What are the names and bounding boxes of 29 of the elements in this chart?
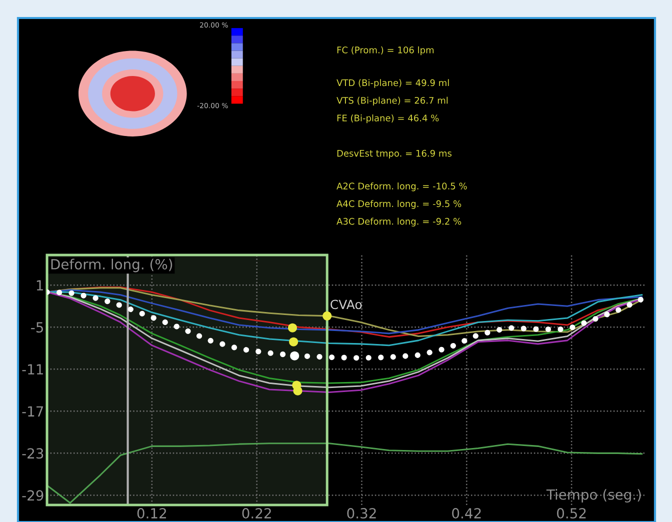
point: [290, 351, 300, 360]
text: DesvEst tmpo. = 16.9 ms: [337, 150, 452, 158]
text: VTD (Bi-plane) = 49.9 ml: [336, 79, 449, 88]
line-series: [47, 291, 643, 346]
text: FE (Bi-plane) = 46.4 %: [337, 114, 439, 124]
y-tick-label: -23: [22, 448, 44, 459]
y-tick-label: -5: [31, 322, 44, 333]
point: [293, 386, 302, 396]
text: FC (Prom.) = 106 lpm: [337, 46, 434, 56]
line-series: [47, 442, 643, 504]
y-tick-label: -17: [22, 406, 44, 416]
x-tick-label: 0.42: [452, 508, 481, 519]
point: [288, 323, 298, 332]
x-tick-label: 0.52: [557, 508, 586, 519]
y-axis-title: Deform. long. (%): [51, 258, 172, 272]
x-tick-label: 0.32: [347, 508, 376, 519]
point: [289, 337, 298, 346]
x-axis-title: Tiempo (seg.): [546, 489, 641, 502]
text: A2C Deform. long. = -10.5 %: [336, 182, 467, 192]
x-tick-label: 0.12: [137, 508, 166, 519]
y-tick-label: -29: [22, 490, 44, 501]
text: A4C Deform. long. = -9.5 %: [336, 200, 462, 209]
annotation: CVAo: [330, 300, 362, 310]
text: A3C Deform. long. = -9.2 %: [336, 218, 462, 226]
y-tick-label: -11: [22, 364, 43, 374]
x-tick-label: 0.22: [242, 508, 271, 519]
point: [322, 311, 332, 320]
y-tick-label: 1: [36, 280, 43, 290]
text: VTS (Bi-plane) = 26.7 ml: [336, 96, 448, 106]
